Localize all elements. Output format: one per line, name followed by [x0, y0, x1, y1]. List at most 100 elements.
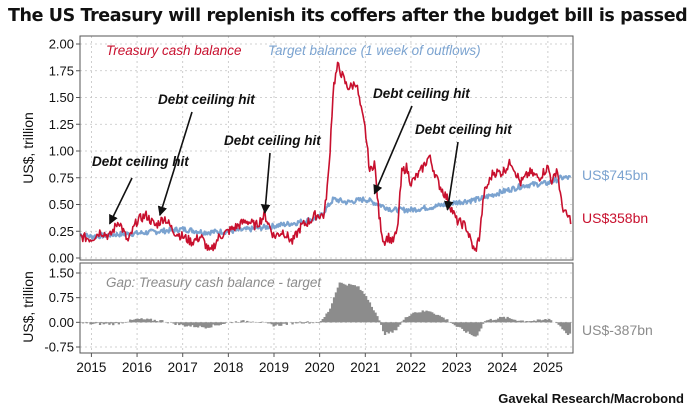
series-line-treasury-cash-balance	[79, 61, 572, 252]
legend-gap: Gap: Treasury cash balance - target	[106, 275, 322, 290]
gap-bar	[121, 322, 124, 324]
gap-bar	[104, 322, 107, 324]
gap-bar	[495, 319, 498, 323]
gap-bar	[432, 313, 436, 323]
gap-bar	[259, 322, 262, 323]
gap-bar	[363, 293, 366, 323]
debt-ceiling-annotations: Debt ceiling hit Debt ceiling hit Debt cei…	[92, 86, 512, 225]
gap-bar	[127, 321, 130, 323]
gap-bar	[136, 318, 139, 323]
gap-bar	[276, 322, 279, 325]
gap-bar	[349, 284, 353, 323]
gap-bar	[376, 316, 379, 323]
end-label-treasury: US$358bn	[582, 210, 648, 226]
gap-bar	[221, 322, 224, 324]
gap-bar	[81, 322, 85, 324]
gap-bar	[85, 322, 88, 324]
gap-bar	[149, 318, 153, 323]
gap-bar	[272, 322, 275, 327]
gap-bar	[385, 322, 389, 333]
gap-bar	[423, 311, 426, 323]
gap-bar	[295, 322, 298, 324]
annotation-debt-ceiling-2: Debt ceiling hit	[158, 92, 255, 107]
y-tick-label: 0.00	[49, 315, 74, 330]
gap-bar	[427, 311, 430, 323]
gap-bar	[529, 321, 532, 323]
gap-bar	[457, 322, 460, 327]
gap-bar	[527, 321, 530, 323]
gap-bar	[391, 322, 394, 333]
x-tick-label: 2015	[76, 360, 106, 375]
gap-bar	[536, 319, 539, 323]
gap-bar	[406, 317, 409, 323]
x-tick-label: 2024	[487, 360, 518, 375]
gap-bar	[323, 317, 326, 323]
gap-bar	[491, 320, 494, 323]
gap-bar	[138, 319, 141, 323]
gap-bar	[478, 322, 481, 332]
gap-bar	[480, 322, 483, 329]
y-tick-label: 0.25	[49, 224, 74, 239]
gap-bar	[336, 287, 339, 323]
gap-bar	[321, 319, 324, 323]
gap-bar	[374, 312, 377, 323]
gap-bar	[187, 322, 190, 326]
gap-bar	[487, 319, 490, 323]
gap-bar	[542, 319, 545, 323]
y-tick-label: 0.75	[49, 170, 74, 185]
y-tick-label: 0.50	[49, 197, 74, 212]
gap-bar	[474, 322, 477, 337]
annotation-arrow	[108, 177, 133, 225]
gap-bar	[504, 318, 507, 323]
gap-bar	[285, 322, 288, 325]
gap-bar	[208, 322, 211, 328]
gap-bar	[298, 321, 302, 323]
gap-bar	[446, 319, 449, 323]
gap-bar	[174, 322, 177, 325]
gap-bar	[144, 319, 147, 323]
gap-bar	[568, 322, 572, 334]
gap-bar	[533, 320, 536, 323]
gap-bar	[512, 319, 515, 323]
gap-bar	[470, 322, 473, 336]
gap-bar	[434, 314, 438, 323]
y-tick-label: 2.00	[49, 37, 74, 52]
gap-bar	[476, 322, 479, 336]
gap-bar	[540, 320, 543, 323]
gap-bar	[108, 322, 111, 325]
gap-bar	[546, 319, 549, 323]
gap-bar	[181, 322, 185, 326]
annotation-arrow	[444, 141, 459, 211]
gap-bar	[229, 321, 232, 323]
gap-bar	[212, 322, 215, 325]
gap-bar	[508, 318, 511, 323]
y-tick-label: 0.75	[49, 290, 74, 305]
gap-bar	[372, 310, 375, 323]
gap-bar	[531, 321, 534, 323]
gap-bar	[332, 297, 336, 323]
gap-bar	[563, 322, 566, 331]
gap-bar	[482, 322, 485, 324]
gap-bar	[489, 318, 492, 323]
gap-bar	[485, 320, 489, 323]
gap-bar	[438, 315, 441, 323]
gap-bar	[389, 322, 392, 332]
gap-bar	[112, 322, 115, 326]
gap-bar	[161, 320, 164, 323]
gap-bar	[425, 310, 428, 323]
gap-bar	[132, 319, 136, 323]
gap-bar	[202, 322, 205, 328]
top-panel-frame	[79, 35, 574, 261]
gap-bar	[195, 322, 198, 328]
gap-bar	[523, 321, 526, 323]
gap-bar	[297, 322, 300, 324]
y-tick-label: 1.50	[49, 90, 74, 105]
gap-bar	[219, 322, 222, 325]
gap-bar	[550, 320, 553, 323]
annotation-debt-ceiling-4: Debt ceiling hit	[373, 86, 470, 101]
gap-bar	[493, 319, 496, 323]
gap-bar	[266, 322, 270, 324]
gap-bar	[200, 322, 204, 328]
gap-bar	[89, 322, 92, 325]
gap-bar	[561, 322, 564, 330]
